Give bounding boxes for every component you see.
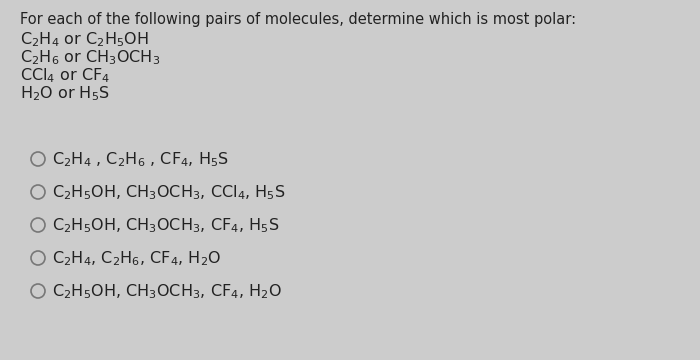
Text: C$_2$H$_4$, C$_2$H$_6$, CF$_4$, H$_2$O: C$_2$H$_4$, C$_2$H$_6$, CF$_4$, H$_2$O [52, 249, 221, 268]
Text: C$_2$H$_6$ or CH$_3$OCH$_3$: C$_2$H$_6$ or CH$_3$OCH$_3$ [20, 48, 160, 67]
Text: C$_2$H$_4$ , C$_2$H$_6$ , CF$_4$, H$_5$S: C$_2$H$_4$ , C$_2$H$_6$ , CF$_4$, H$_5$S [52, 150, 229, 169]
Text: CCl$_4$ or CF$_4$: CCl$_4$ or CF$_4$ [20, 66, 110, 85]
Text: C$_2$H$_5$OH, CH$_3$OCH$_3$, CF$_4$, H$_2$O: C$_2$H$_5$OH, CH$_3$OCH$_3$, CF$_4$, H$_… [52, 282, 282, 301]
Text: H$_2$O or H$_5$S: H$_2$O or H$_5$S [20, 84, 110, 103]
Text: C$_2$H$_5$OH, CH$_3$OCH$_3$, CCl$_4$, H$_5$S: C$_2$H$_5$OH, CH$_3$OCH$_3$, CCl$_4$, H$… [52, 183, 286, 202]
Text: C$_2$H$_5$OH, CH$_3$OCH$_3$, CF$_4$, H$_5$S: C$_2$H$_5$OH, CH$_3$OCH$_3$, CF$_4$, H$_… [52, 216, 279, 235]
Text: C$_2$H$_4$ or C$_2$H$_5$OH: C$_2$H$_4$ or C$_2$H$_5$OH [20, 30, 149, 49]
Text: For each of the following pairs of molecules, determine which is most polar:: For each of the following pairs of molec… [20, 12, 576, 27]
